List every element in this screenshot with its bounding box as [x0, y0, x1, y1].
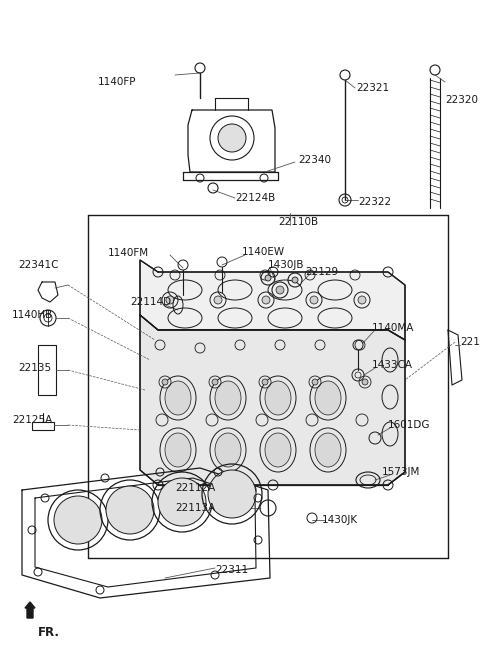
Circle shape: [54, 496, 102, 544]
Text: 22114D: 22114D: [130, 297, 171, 307]
Circle shape: [312, 379, 318, 385]
FancyArrow shape: [25, 602, 35, 618]
Bar: [38, 345, 56, 395]
Text: 22135: 22135: [18, 363, 51, 373]
Circle shape: [262, 296, 270, 304]
Text: 22113A: 22113A: [175, 503, 215, 513]
Circle shape: [162, 379, 168, 385]
Text: 1140EW: 1140EW: [242, 247, 285, 257]
Circle shape: [265, 275, 271, 281]
Text: 22129: 22129: [305, 267, 338, 277]
Text: 22322: 22322: [358, 197, 391, 207]
Text: 22110B: 22110B: [278, 217, 318, 227]
Ellipse shape: [215, 381, 241, 415]
Circle shape: [292, 277, 298, 283]
Circle shape: [362, 379, 368, 385]
Circle shape: [358, 296, 366, 304]
Ellipse shape: [215, 433, 241, 467]
Circle shape: [212, 379, 218, 385]
Text: 22340: 22340: [298, 155, 331, 165]
Ellipse shape: [315, 381, 341, 415]
Text: 22341C: 22341C: [18, 260, 59, 270]
Circle shape: [262, 379, 268, 385]
Circle shape: [158, 478, 206, 526]
Text: 1430JK: 1430JK: [322, 515, 358, 525]
Polygon shape: [140, 260, 405, 340]
Text: 1601DG: 1601DG: [388, 420, 431, 430]
Circle shape: [310, 296, 318, 304]
Text: 22124B: 22124B: [235, 193, 275, 203]
Bar: [32, 422, 54, 430]
Circle shape: [208, 470, 256, 518]
Text: 1140FP: 1140FP: [97, 77, 136, 87]
Text: 22127A: 22127A: [460, 337, 480, 347]
Circle shape: [276, 286, 284, 294]
Ellipse shape: [165, 433, 191, 467]
Text: FR.: FR.: [38, 626, 60, 638]
Text: 1430JB: 1430JB: [268, 260, 304, 270]
Text: 1433CA: 1433CA: [372, 360, 413, 370]
Ellipse shape: [265, 433, 291, 467]
Text: 22321: 22321: [356, 83, 389, 93]
Ellipse shape: [265, 381, 291, 415]
Text: 22112A: 22112A: [175, 483, 215, 493]
Circle shape: [166, 296, 174, 304]
Text: 1573JM: 1573JM: [382, 467, 420, 477]
Ellipse shape: [315, 433, 341, 467]
Circle shape: [106, 486, 154, 534]
Text: 1140MA: 1140MA: [372, 323, 414, 333]
Text: 22311: 22311: [215, 565, 248, 575]
Text: 1140FM: 1140FM: [108, 248, 149, 258]
Text: 22320: 22320: [445, 95, 478, 105]
Circle shape: [218, 124, 246, 152]
Polygon shape: [140, 315, 405, 485]
Text: 22125A: 22125A: [12, 415, 52, 425]
Text: 1140HB: 1140HB: [12, 310, 53, 320]
Ellipse shape: [165, 381, 191, 415]
Circle shape: [214, 296, 222, 304]
